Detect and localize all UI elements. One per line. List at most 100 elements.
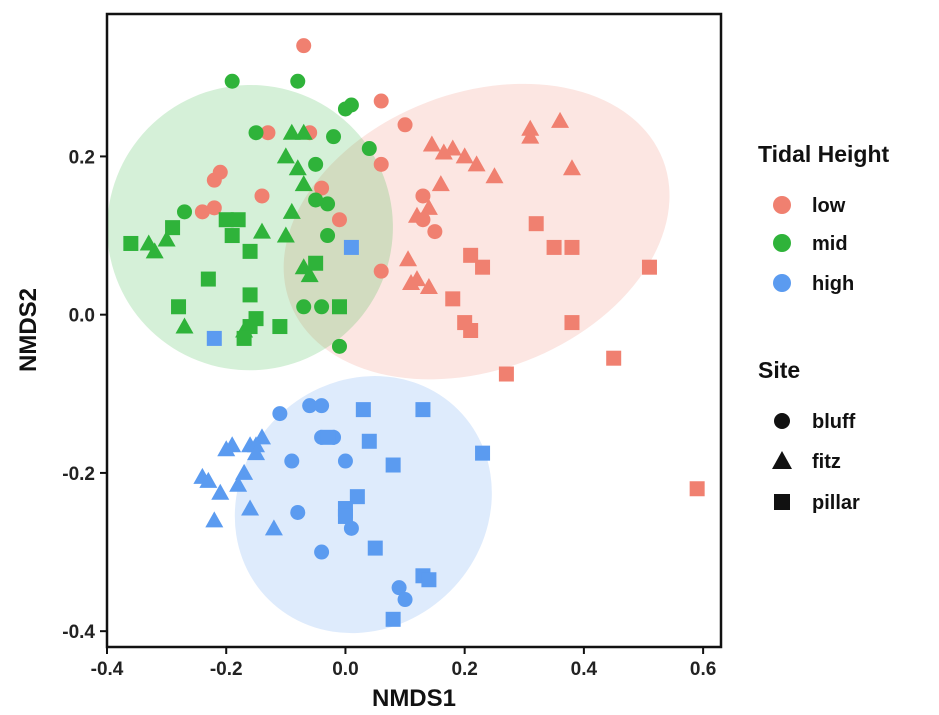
point-high-fitz (264, 519, 283, 536)
point-mid-bluff (326, 129, 342, 145)
point-high-bluff (337, 453, 353, 469)
point-mid-pillar (331, 299, 347, 315)
point-low-pillar (564, 315, 580, 331)
point-mid-fitz (145, 242, 164, 259)
point-low-fitz (422, 135, 441, 152)
point-high-bluff (284, 453, 300, 469)
point-mid-fitz (157, 230, 176, 247)
point-mid-bluff (308, 156, 324, 172)
point-mid-bluff (248, 125, 264, 141)
point-mid-bluff (308, 192, 324, 208)
point-high-bluff (397, 592, 413, 608)
legend-low-key (773, 196, 791, 214)
point-high-pillar (343, 239, 359, 255)
point-high-bluff (272, 406, 288, 422)
point-mid-fitz (252, 222, 271, 239)
point-high-fitz (205, 511, 224, 528)
point-mid-bluff (361, 141, 377, 157)
point-high-bluff (343, 520, 359, 536)
point-low-fitz (485, 167, 504, 184)
point-low-bluff (260, 125, 276, 141)
point-high-pillar (361, 433, 377, 449)
legend-low-label: low (812, 195, 846, 217)
x-tick-label: 0.0 (332, 659, 358, 680)
point-mid-bluff (320, 228, 336, 244)
point-high-pillar (355, 402, 371, 418)
point-high-fitz (211, 483, 230, 500)
legend-pillar-key (774, 494, 790, 510)
point-high-fitz (199, 471, 218, 488)
point-low-fitz (562, 159, 581, 176)
point-mid-bluff (320, 196, 336, 212)
point-low-fitz (434, 143, 453, 160)
point-mid-fitz (294, 175, 313, 192)
y-axis: -0.4 -0.2 0.0 0.2 (62, 147, 107, 643)
point-low-pillar (689, 481, 705, 497)
point-low-fitz (521, 127, 540, 144)
point-mid-pillar (242, 319, 258, 335)
legend-bluff-key (774, 413, 790, 429)
point-low-pillar (528, 216, 544, 232)
point-low-bluff (373, 263, 389, 279)
point-low-bluff (427, 224, 443, 240)
legend-high-key (773, 274, 791, 292)
x-axis-title: NMDS1 (372, 685, 456, 712)
point-low-pillar (498, 366, 514, 382)
point-high-pillar (421, 572, 437, 588)
point-high-pillar (206, 330, 222, 346)
point-low-bluff (373, 93, 389, 109)
legend-color-title: Tidal Height (758, 141, 890, 167)
point-mid-fitz (288, 159, 307, 176)
point-mid-bluff (337, 101, 353, 117)
point-low-fitz (431, 175, 450, 192)
point-mid-fitz (300, 266, 319, 283)
point-mid-pillar (308, 255, 324, 271)
point-low-pillar (463, 323, 479, 338)
ellipse-mid (107, 85, 393, 371)
x-tick-label: 0.4 (571, 659, 598, 680)
y-tick-label: 0.2 (69, 147, 95, 168)
point-high-fitz (241, 499, 260, 516)
point-mid-bluff (224, 73, 240, 89)
point-high-pillar (385, 457, 401, 473)
point-low-bluff (206, 200, 222, 216)
point-mid-pillar (165, 220, 181, 236)
point-mid-pillar (123, 235, 139, 251)
point-high-fitz (235, 463, 254, 480)
point-low-bluff (373, 156, 389, 172)
point-mid-fitz (282, 123, 301, 140)
point-mid-pillar (242, 287, 258, 303)
point-mid-bluff (290, 73, 306, 89)
point-mid-bluff (331, 338, 347, 354)
plot-frame (105, 12, 723, 649)
point-low-fitz (467, 155, 486, 172)
point-low-bluff (415, 188, 431, 204)
x-tick-label: -0.2 (210, 659, 243, 680)
point-high-bluff (314, 544, 330, 560)
point-low-pillar (475, 259, 491, 275)
legend-bluff-label: bluff (812, 411, 856, 433)
x-tick-label: 0.2 (451, 659, 477, 680)
point-high-pillar (385, 611, 401, 627)
point-low-fitz (399, 250, 418, 267)
point-low-bluff (254, 188, 270, 204)
point-mid-fitz (276, 226, 295, 243)
legend-pillar-label: pillar (812, 492, 860, 514)
point-high-pillar (320, 429, 336, 445)
point-high-pillar (337, 508, 353, 524)
point-mid-bluff (176, 204, 192, 220)
x-axis: -0.4 -0.2 0.0 0.2 0.4 0.6 (91, 647, 716, 680)
point-low-fitz (455, 147, 474, 164)
point-mid-pillar (230, 212, 246, 228)
point-low-bluff (397, 117, 413, 133)
point-low-bluff (296, 38, 312, 54)
y-tick-label: -0.2 (62, 464, 95, 485)
point-mid-fitz (282, 202, 301, 219)
point-mid-bluff (296, 299, 312, 315)
point-low-pillar (546, 239, 562, 255)
legend: Tidal Height low mid high Site bluff fit… (758, 141, 890, 514)
x-tick-label: -0.4 (91, 659, 124, 680)
point-mid-pillar (272, 319, 288, 335)
